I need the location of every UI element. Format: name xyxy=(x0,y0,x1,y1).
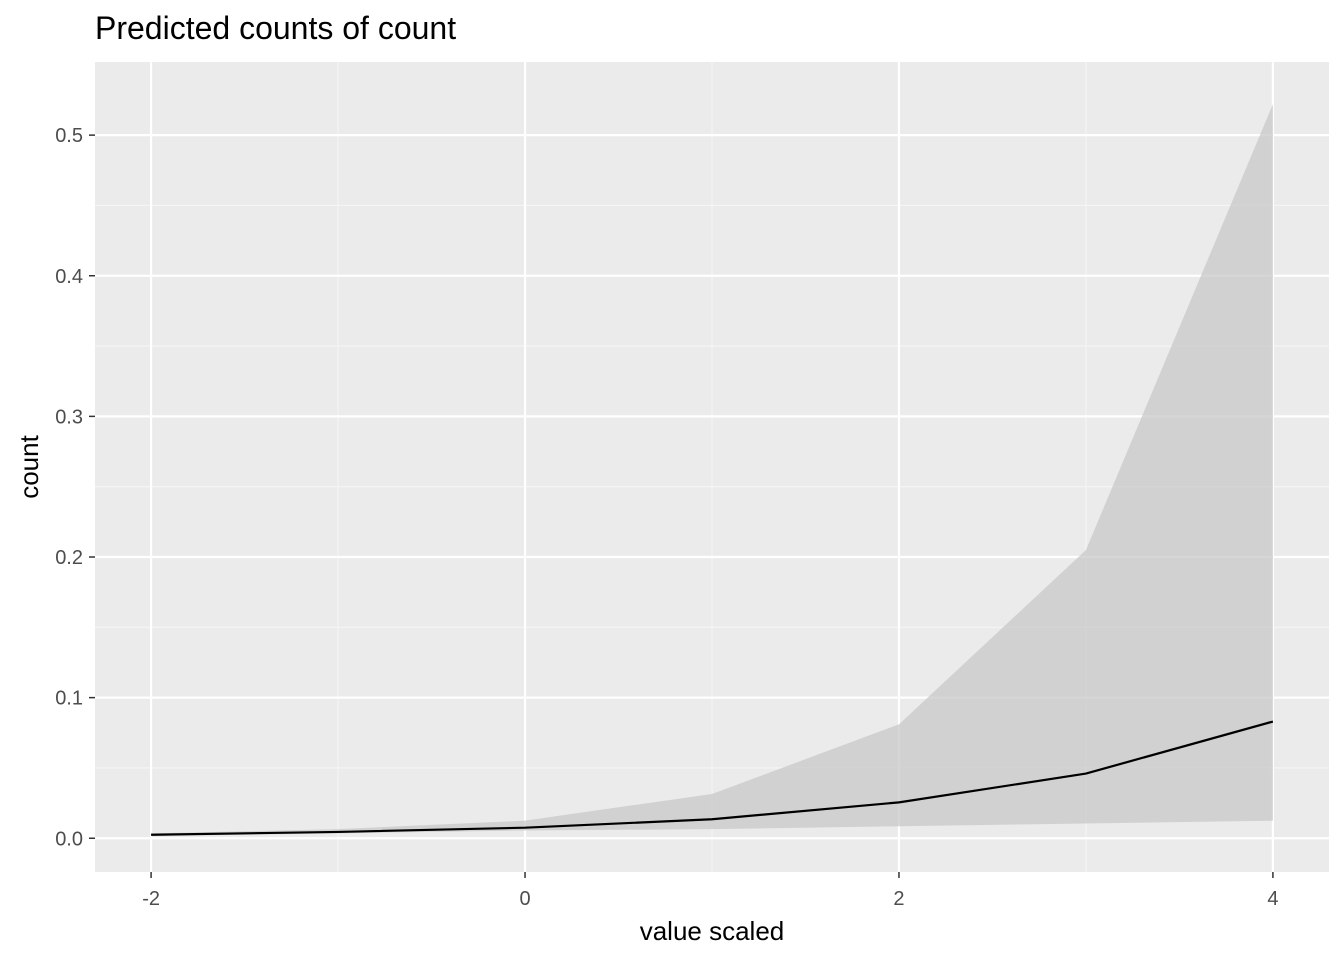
confidence-ribbon-layer xyxy=(151,104,1273,837)
x-tick-label: 0 xyxy=(519,888,530,910)
line-layer xyxy=(151,720,1274,836)
y-tick-label: 0.1 xyxy=(55,688,83,710)
y-axis-title: count xyxy=(14,434,44,498)
x-tick-label: 4 xyxy=(1267,888,1278,910)
x-axis-title: value scaled xyxy=(640,916,785,946)
predicted-line xyxy=(151,720,1274,836)
y-tick-label: 0.2 xyxy=(55,547,83,569)
x-axis: -2 0 2 4 xyxy=(142,872,1278,910)
chart-title: Predicted counts of count xyxy=(95,10,457,46)
y-tick-label: 0.3 xyxy=(55,406,83,428)
x-tick-label: 2 xyxy=(893,888,904,910)
y-axis: 0.0 0.1 0.2 0.3 0.4 0.5 xyxy=(55,125,95,850)
confidence-ribbon xyxy=(151,104,1273,837)
y-tick-label: 0.0 xyxy=(55,828,83,850)
y-tick-label: 0.5 xyxy=(55,125,83,147)
x-tick-label: -2 xyxy=(142,888,160,910)
y-tick-label: 0.4 xyxy=(55,266,83,288)
